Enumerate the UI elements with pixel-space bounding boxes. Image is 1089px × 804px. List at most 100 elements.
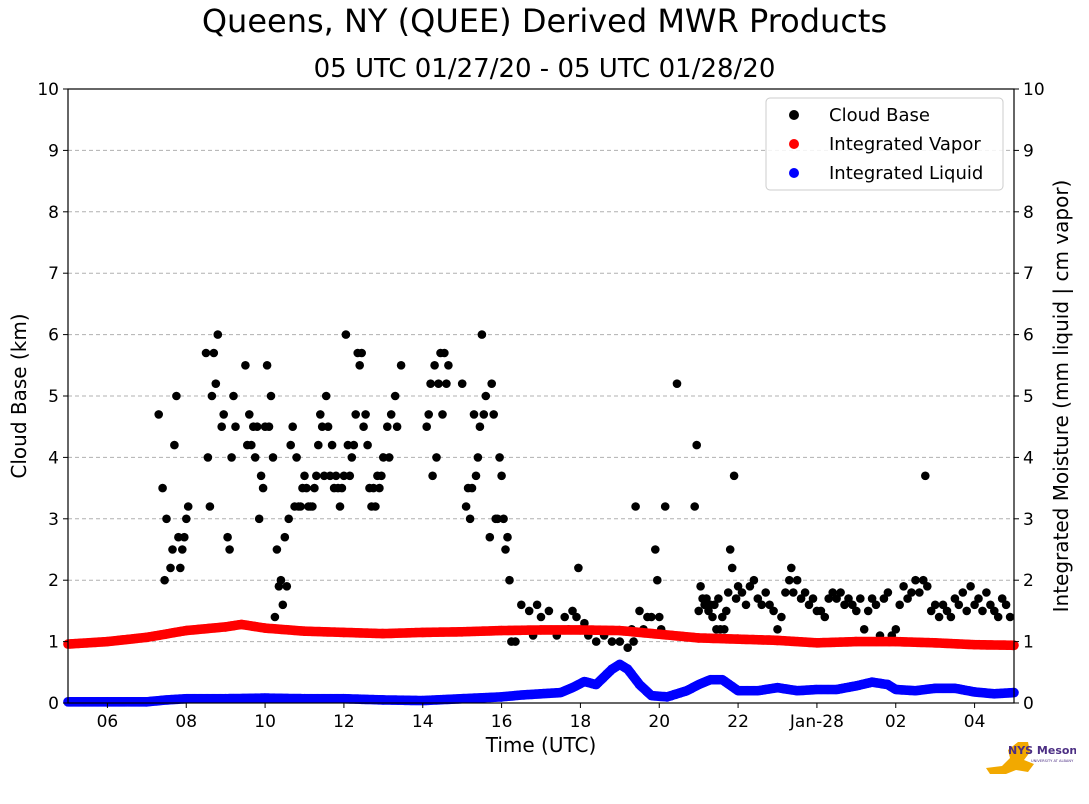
data-point	[1001, 600, 1011, 610]
data-point	[923, 582, 932, 591]
data-point	[623, 643, 632, 652]
y-tick-label: 3	[48, 510, 59, 530]
x-tick-label: 08	[175, 712, 197, 732]
data-point	[369, 483, 378, 493]
legend-entry: Integrated Liquid	[829, 163, 983, 184]
data-point	[785, 575, 794, 585]
data-point	[903, 594, 912, 603]
series-integrated-vapor	[63, 619, 1019, 651]
data-point	[349, 440, 359, 450]
data-point	[840, 600, 849, 610]
data-point	[426, 379, 435, 389]
data-point	[883, 588, 893, 597]
data-point	[471, 471, 481, 481]
data-point	[209, 348, 219, 358]
data-point	[434, 379, 443, 389]
data-point	[331, 471, 341, 481]
data-point	[379, 453, 388, 462]
y-tick-label-right: 1	[1023, 633, 1034, 653]
y-tick-label: 7	[48, 264, 59, 284]
data-point	[252, 422, 262, 432]
y-tick-label: 6	[48, 326, 59, 346]
data-point	[804, 600, 814, 610]
chart-title: Queens, NY (QUEE) Derived MWR Products	[201, 2, 888, 40]
y-tick-label-right: 8	[1023, 203, 1034, 223]
data-point	[335, 502, 345, 511]
data-point	[718, 612, 727, 622]
data-point	[493, 514, 502, 524]
data-point	[254, 514, 264, 524]
data-point	[467, 483, 477, 493]
data-point	[270, 612, 280, 622]
data-point	[469, 410, 479, 419]
y-tick-label: 10	[37, 80, 59, 100]
data-point	[479, 410, 489, 419]
data-point	[635, 606, 644, 616]
data-point	[245, 410, 254, 419]
x-tick-label: 12	[333, 712, 355, 732]
data-point	[278, 600, 288, 610]
y-tick-label: 0	[48, 694, 59, 714]
series-cloud-base	[154, 330, 1015, 652]
nys-mesonet-logo: NYS Mesonet UNIVERSITY AT ALBANY	[986, 742, 1076, 774]
data-point	[432, 453, 441, 462]
data-point	[966, 582, 975, 591]
legend: Cloud Base Integrated Vapor Integrated Liq…	[765, 97, 1004, 191]
data-point	[213, 330, 223, 339]
y-tick-label-right: 6	[1023, 326, 1034, 346]
data-point	[231, 422, 240, 432]
data-point	[359, 422, 368, 432]
data-point	[316, 410, 325, 419]
data-point	[723, 588, 733, 597]
data-point	[485, 532, 495, 542]
data-point	[284, 514, 294, 524]
data-point	[789, 588, 798, 597]
data-point	[568, 606, 577, 616]
data-point	[325, 471, 335, 481]
x-tick-label: 18	[570, 712, 592, 732]
data-point	[183, 502, 193, 511]
data-point	[497, 471, 506, 481]
data-point	[816, 606, 826, 616]
y-tick-label: 5	[48, 387, 59, 407]
data-point	[205, 502, 215, 511]
logo-subtext: UNIVERSITY AT ALBANY	[1031, 759, 1074, 763]
data-point	[503, 532, 512, 542]
data-point	[982, 588, 991, 597]
data-point	[907, 588, 916, 597]
data-point	[170, 440, 179, 450]
data-point	[694, 606, 703, 616]
data-point	[178, 545, 187, 554]
data-point	[765, 600, 774, 610]
data-point	[824, 594, 833, 603]
legend-marker	[789, 139, 799, 149]
data-point	[745, 582, 755, 591]
data-point	[560, 612, 569, 622]
data-point	[773, 625, 782, 634]
data-point	[737, 588, 747, 597]
data-point	[524, 606, 534, 616]
data-point	[926, 606, 936, 616]
y-axis-label: Cloud Base (km)	[7, 313, 31, 478]
data-point	[396, 361, 406, 370]
data-point	[919, 575, 928, 585]
data-point	[986, 600, 995, 610]
data-point	[487, 379, 497, 389]
data-point	[296, 502, 305, 511]
data-point	[499, 514, 508, 524]
data-point	[201, 348, 211, 358]
legend-entry: Integrated Vapor	[829, 134, 981, 155]
data-point	[288, 422, 298, 432]
data-point	[351, 410, 361, 419]
data-point	[256, 471, 266, 481]
data-point	[268, 453, 278, 462]
data-point	[796, 594, 806, 603]
legend-marker	[789, 110, 799, 120]
y-tick-label-right: 10	[1023, 80, 1045, 100]
data-point	[753, 594, 763, 603]
data-point	[229, 391, 238, 401]
data-point	[247, 440, 256, 450]
data-point	[392, 422, 402, 432]
data-point	[729, 471, 739, 481]
